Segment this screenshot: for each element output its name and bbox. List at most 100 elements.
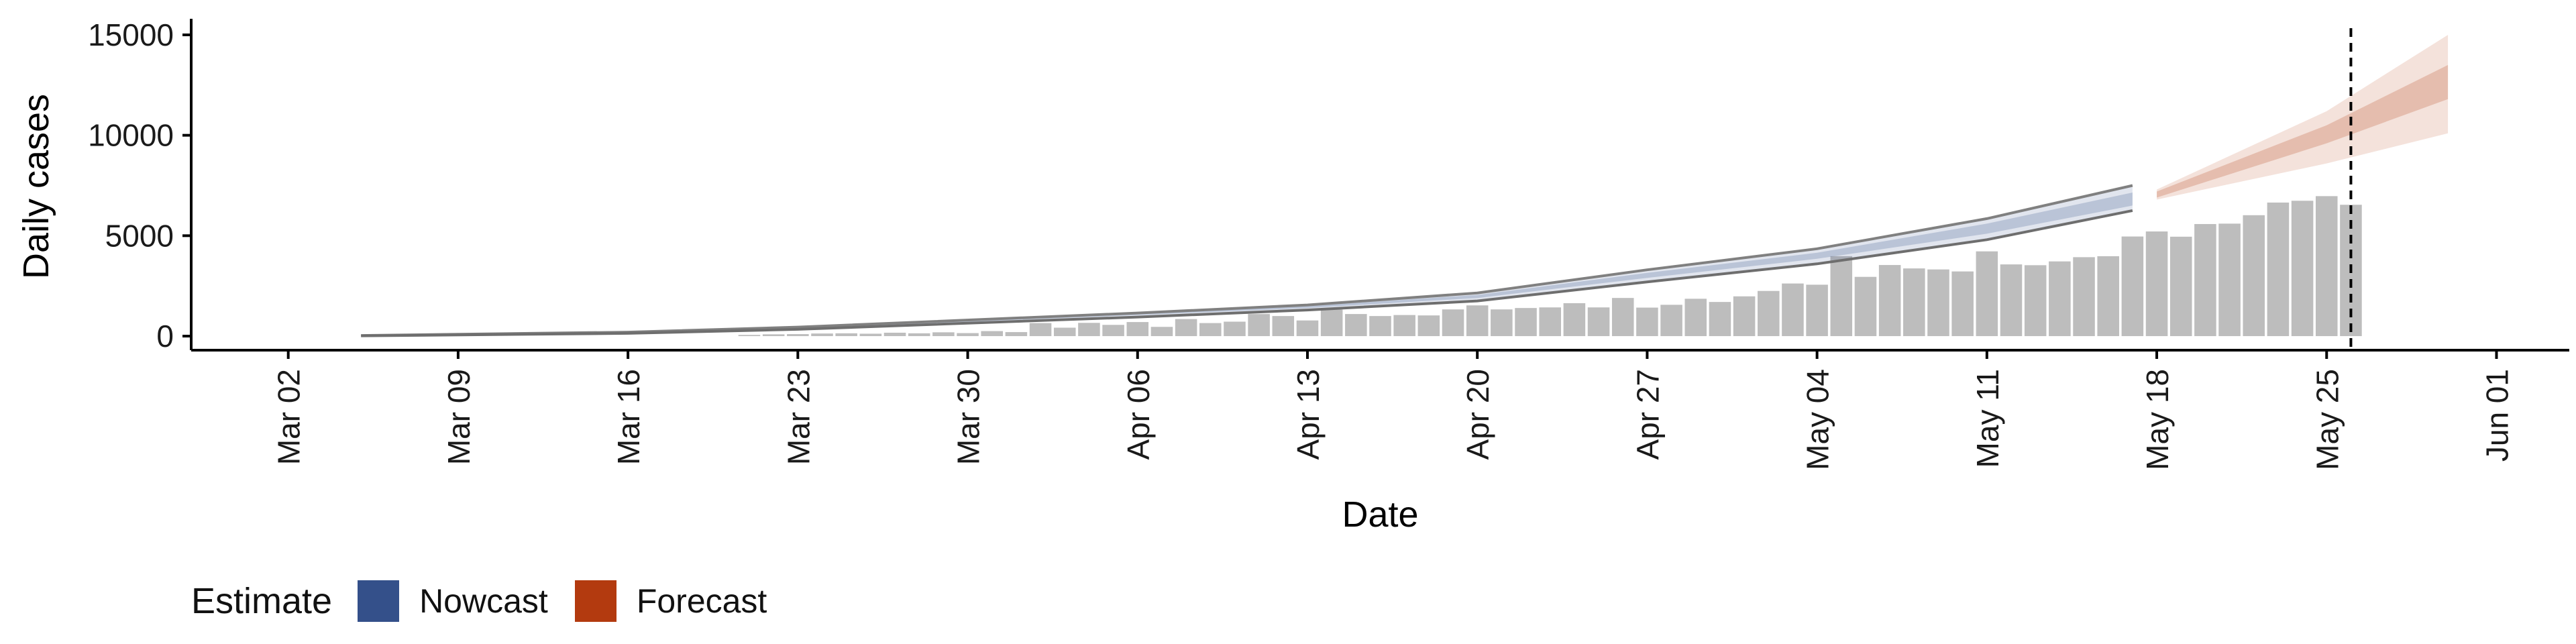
legend-key-forecast <box>574 580 616 622</box>
case-bar <box>1248 314 1270 337</box>
case-bar <box>1078 323 1100 337</box>
case-bar <box>1150 327 1173 337</box>
forecast-outer-interval <box>2157 35 2449 200</box>
y-tick-label: 10000 <box>88 118 174 153</box>
case-bar <box>883 332 906 337</box>
x-tick-label: Mar 30 <box>951 369 986 465</box>
x-axis-ticks: Mar 02 Mar 09 Mar 16 Mar 23 Mar 30 Apr 06 Apr … <box>272 350 2514 470</box>
case-bar <box>1976 251 1998 337</box>
case-bar <box>1053 327 1076 337</box>
case-bar <box>787 334 809 337</box>
case-bar <box>2218 223 2241 337</box>
case-bar <box>1466 305 1489 337</box>
case-bar <box>1782 283 1804 337</box>
case-bar <box>1029 323 1052 337</box>
case-bar <box>1296 320 1319 337</box>
nowcast-outer-interval <box>361 185 2133 336</box>
case-bar <box>2121 236 2144 337</box>
estimate-bands <box>361 35 2449 337</box>
case-bar <box>1563 303 1586 337</box>
case-bar <box>1224 321 1246 337</box>
case-bar <box>1878 265 1901 337</box>
case-bar <box>1854 276 1877 337</box>
case-bar <box>1442 309 1464 337</box>
case-bar <box>1539 307 1561 337</box>
case-bar <box>2000 264 2023 337</box>
case-bar <box>2024 265 2047 337</box>
y-axis-title: Daily cases <box>16 94 56 279</box>
case-bar <box>1345 314 1367 337</box>
case-bar <box>738 335 761 337</box>
x-tick-label: Mar 02 <box>272 369 307 465</box>
case-bar <box>2315 196 2338 337</box>
case-bar <box>1417 315 1440 337</box>
case-bar <box>2169 236 2192 337</box>
legend-key-nowcast <box>358 580 400 622</box>
y-tick-label: 5000 <box>105 218 174 253</box>
y-axis-ticks: 0 5000 10000 15000 <box>88 17 191 354</box>
legend-title: Estimate <box>191 581 333 621</box>
case-bar <box>1102 325 1124 337</box>
case-bar <box>1903 268 1925 337</box>
case-bar <box>908 333 930 337</box>
case-bar <box>1587 307 1610 337</box>
case-bar <box>2073 257 2095 337</box>
forecast-inner-interval <box>2157 64 2449 198</box>
y-tick-label: 0 <box>156 319 174 354</box>
case-bar <box>1684 299 1707 337</box>
legend-label-nowcast: Nowcast <box>419 582 548 620</box>
case-bar <box>2145 231 2168 337</box>
case-bar <box>1951 271 1974 337</box>
x-tick-label: Mar 09 <box>441 369 476 465</box>
x-tick-label: May 25 <box>2310 369 2345 470</box>
y-tick-label: 15000 <box>88 17 174 52</box>
x-tick-label: Apr 13 <box>1291 369 1326 460</box>
case-bar <box>2097 256 2119 337</box>
legend-label-forecast: Forecast <box>636 582 767 620</box>
nowcast-lower-bound-line <box>361 209 2133 337</box>
x-tick-label: Apr 20 <box>1460 369 1495 460</box>
case-bar <box>1636 307 1658 337</box>
x-tick-label: Apr 27 <box>1630 369 1665 460</box>
case-bar <box>1320 309 1343 337</box>
case-bar <box>1272 316 1295 337</box>
case-bar <box>2049 261 2071 337</box>
case-bar <box>1515 308 1537 337</box>
case-bar <box>762 334 785 337</box>
x-tick-label: Jun 01 <box>2479 369 2514 462</box>
case-bar <box>2291 201 2314 337</box>
x-tick-label: Mar 23 <box>781 369 816 465</box>
case-bar <box>1199 323 1222 337</box>
case-bar <box>1491 309 1513 337</box>
case-bar <box>835 333 857 337</box>
case-bar <box>1806 284 1828 337</box>
case-bar <box>859 333 882 337</box>
case-bar <box>1927 269 1949 337</box>
case-bar <box>981 331 1004 337</box>
x-axis-title: Date <box>1342 494 1418 535</box>
case-bar <box>957 333 979 337</box>
x-tick-label: May 04 <box>1801 369 1835 470</box>
nowcast-upper-bound-line <box>361 184 2133 337</box>
case-bar <box>1709 302 1731 337</box>
x-tick-label: May 18 <box>2140 369 2175 470</box>
case-bar <box>1369 316 1391 337</box>
case-bar <box>2243 215 2265 337</box>
case-bar <box>1733 296 1756 337</box>
case-bar <box>2194 223 2216 337</box>
case-bar <box>1126 322 1149 337</box>
case-bar <box>1611 298 1634 337</box>
case-bar <box>2267 202 2290 337</box>
case-bar <box>1660 305 1682 337</box>
case-bar <box>811 333 833 337</box>
x-tick-label: May 11 <box>1970 369 2005 468</box>
case-bar <box>1757 290 1780 337</box>
case-bar <box>1830 256 1853 337</box>
case-bar <box>932 332 955 337</box>
x-tick-label: Apr 06 <box>1121 369 1156 460</box>
x-tick-label: Mar 16 <box>611 369 646 465</box>
case-bar <box>1175 319 1197 337</box>
case-bar <box>1393 315 1415 337</box>
legend: Estimate Nowcast Forecast <box>191 579 794 623</box>
